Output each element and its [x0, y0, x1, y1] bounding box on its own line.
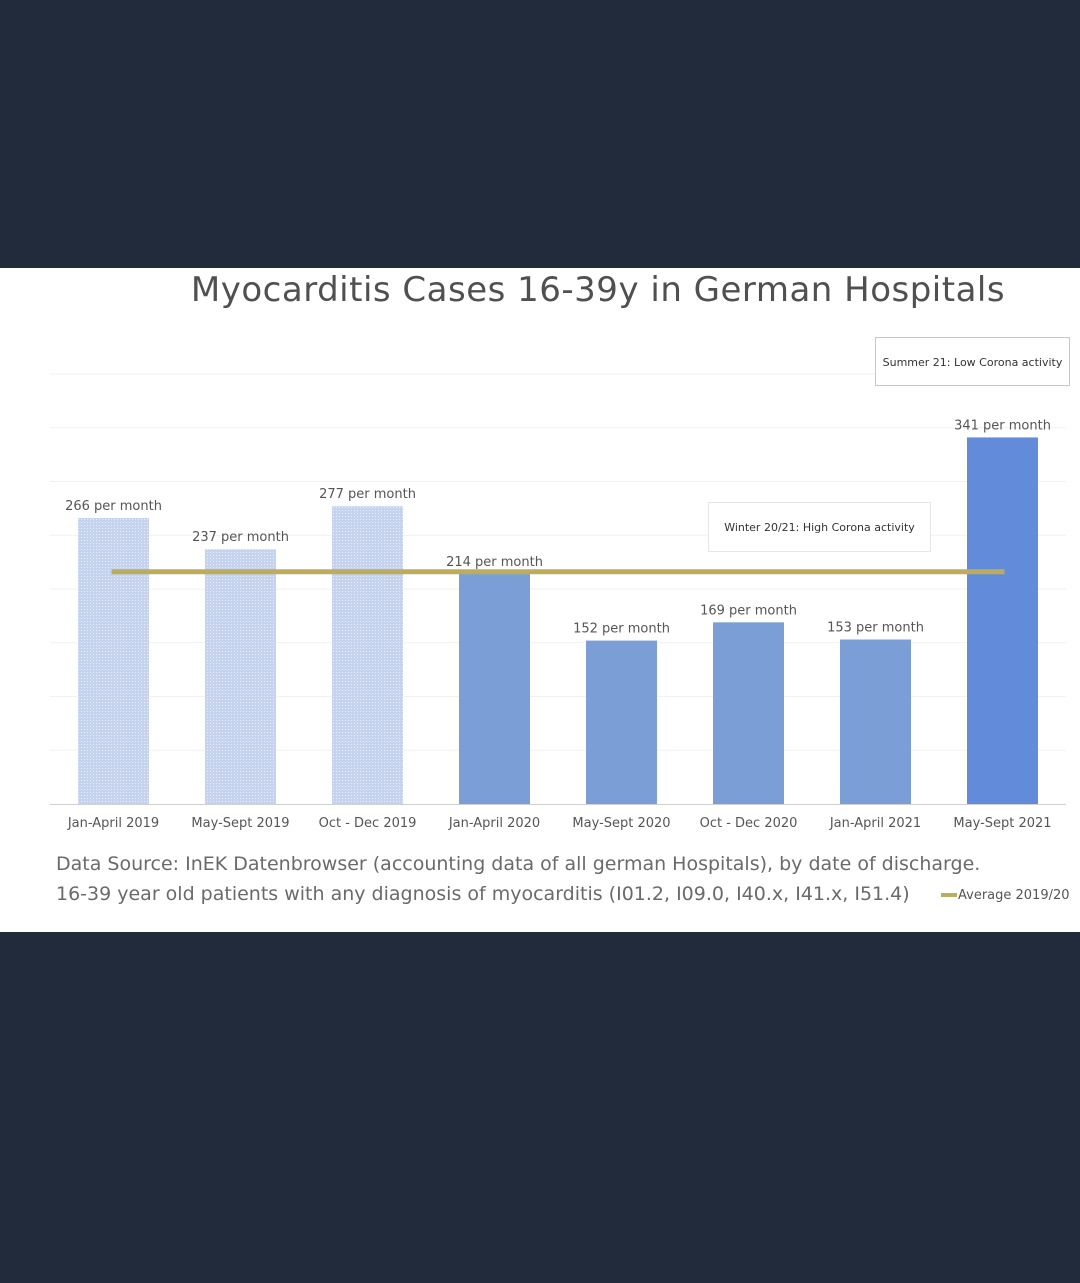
data-label: 277 per month	[319, 487, 416, 502]
x-tick-label: Jan-April 2020	[448, 816, 540, 831]
data-label: 214 per month	[446, 555, 543, 570]
data-label: 237 per month	[192, 530, 289, 545]
x-tick-label: Jan-April 2021	[829, 816, 921, 831]
data-label: 169 per month	[700, 603, 797, 618]
source-line-1: Data Source: InEK Datenbrowser (accounti…	[56, 853, 981, 875]
x-tick-label: Jan-April 2019	[67, 816, 159, 831]
x-tick-label: Oct - Dec 2019	[319, 816, 417, 831]
bar	[967, 437, 1038, 804]
annotation-winter: Winter 20/21: High Corona activity	[708, 502, 931, 552]
data-label: 153 per month	[827, 621, 924, 636]
data-label: 152 per month	[573, 622, 670, 637]
annotation-summer: Summer 21: Low Corona activity	[875, 337, 1070, 386]
x-tick-label: May-Sept 2020	[572, 816, 670, 831]
bar	[713, 622, 784, 804]
bar	[459, 573, 530, 804]
legend: Average 2019/20	[941, 886, 1070, 904]
x-tick-label: May-Sept 2021	[953, 816, 1051, 831]
bar	[586, 640, 657, 804]
bar	[205, 549, 276, 804]
bar	[78, 518, 149, 804]
data-label: 266 per month	[65, 499, 162, 514]
bar	[840, 639, 911, 804]
chart-title: Myocarditis Cases 16-39y in German Hospi…	[190, 270, 1006, 310]
data-source-note: Data Source: InEK Datenbrowser (accounti…	[56, 849, 980, 909]
legend-average-label: Average 2019/20	[958, 887, 1070, 903]
x-tick-label: Oct - Dec 2020	[700, 816, 798, 831]
source-line-2: 16-39 year old patients with any diagnos…	[56, 883, 910, 905]
bar	[332, 506, 403, 804]
legend-average-swatch	[941, 893, 957, 897]
data-label: 341 per month	[954, 418, 1051, 433]
x-tick-label: May-Sept 2019	[191, 816, 289, 831]
